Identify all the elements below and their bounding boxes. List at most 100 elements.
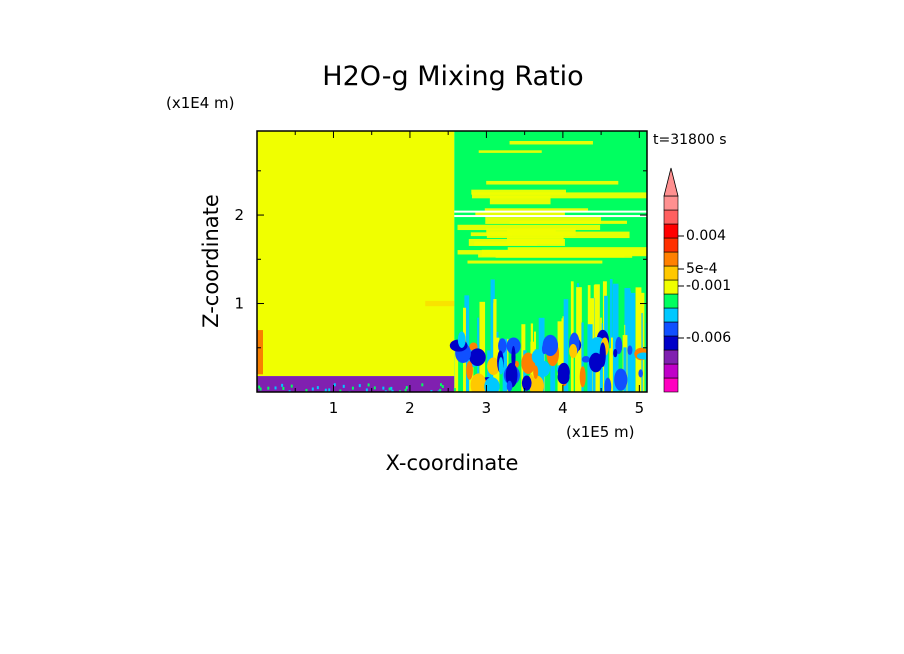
- texture-speckle: [305, 388, 308, 392]
- texture-streak: [484, 208, 589, 212]
- x-tick-label: 5: [635, 399, 645, 417]
- texture-streak: [475, 211, 565, 217]
- texture-blob: [535, 360, 551, 377]
- x-axis-label: X-coordinate: [386, 451, 519, 475]
- plot-frame: [256, 130, 648, 393]
- texture-streak: [478, 150, 542, 153]
- colorbar-swatch: [663, 307, 679, 323]
- texture-blob: [604, 377, 612, 392]
- texture-speckle: [365, 388, 368, 392]
- texture-streak: [489, 195, 551, 205]
- texture-speckle: [342, 384, 345, 388]
- colorbar-label: -0.001: [686, 278, 731, 294]
- texture-blob: [506, 380, 513, 392]
- texture-streak: [474, 241, 538, 246]
- colorbar-swatch: [663, 321, 679, 337]
- texture-blob: [511, 345, 516, 369]
- texture-blob: [627, 345, 633, 355]
- texture-speckle: [405, 386, 408, 390]
- texture-line: [454, 215, 647, 218]
- colorbar-swatch: [663, 251, 679, 267]
- convective-texture: [257, 141, 647, 392]
- texture-blob: [599, 342, 606, 367]
- texture-streak: [486, 180, 619, 185]
- texture-speckle: [421, 383, 424, 387]
- texture-plume: [563, 299, 569, 392]
- colorbar-swatch: [663, 195, 679, 211]
- colorbar: 0.004 5e-4-0.001 -0.006: [663, 167, 731, 393]
- texture-blob: [581, 355, 591, 363]
- texture-speckle: [267, 386, 270, 390]
- texture-speckle: [328, 388, 331, 392]
- texture-plume: [609, 279, 613, 392]
- colorbar-swatch: [663, 377, 679, 393]
- x-tick-label: 4: [558, 399, 568, 417]
- texture-plume: [635, 287, 642, 392]
- texture-speckle: [288, 390, 291, 392]
- texture-streak: [507, 247, 647, 256]
- colorbar-swatch: [663, 363, 679, 379]
- colorbar-swatch: [663, 265, 679, 281]
- colorbar-label: 5e-4: [686, 261, 718, 277]
- colorbar-label: 0.004: [686, 228, 726, 244]
- texture-blob: [531, 349, 544, 364]
- texture-plume: [578, 345, 583, 392]
- colorbar-swatch: [663, 237, 679, 253]
- texture-speckle: [339, 389, 342, 392]
- texture-speckle: [388, 387, 391, 391]
- texture-plume: [575, 355, 581, 392]
- texture-blob: [506, 337, 521, 355]
- texture-plume: [557, 321, 564, 392]
- y-ticks: 12: [234, 170, 647, 349]
- colorbar-swatch: [663, 209, 679, 225]
- texture-plume: [479, 301, 486, 392]
- texture-speckle: [441, 385, 444, 389]
- texture-blob: [498, 338, 507, 354]
- plot-area: [257, 131, 647, 392]
- texture-streak: [457, 224, 601, 231]
- texture-blob: [498, 357, 504, 375]
- texture-streak: [509, 141, 593, 145]
- texture-blob: [638, 369, 643, 378]
- texture-speckle: [382, 386, 385, 390]
- texture-blob: [541, 343, 547, 355]
- texture-speckle: [316, 386, 319, 390]
- texture-plume: [454, 346, 459, 392]
- texture-speckle: [430, 389, 433, 392]
- texture-plume: [609, 348, 616, 392]
- texture-speckle: [274, 386, 277, 390]
- texture-blob: [569, 344, 578, 359]
- texture-speckle: [358, 384, 361, 388]
- texture-speckle: [437, 390, 440, 392]
- texture-plume: [612, 322, 619, 392]
- texture-blob: [457, 331, 466, 348]
- texture-blob: [470, 373, 487, 392]
- texture-speckle: [390, 386, 393, 390]
- texture-speckle: [399, 390, 402, 392]
- texture-blob: [615, 336, 623, 355]
- texture-blob: [557, 369, 570, 385]
- colorbar-label: -0.006: [686, 330, 731, 346]
- x-ticks: 1 2 3 4 5: [294, 131, 645, 417]
- texture-plume: [627, 291, 631, 392]
- colorbar-swatch: [663, 279, 679, 295]
- colorbar-swatch: [663, 293, 679, 309]
- texture-blob: [579, 366, 586, 388]
- region-surface-band: [257, 376, 455, 392]
- texture-blob: [614, 368, 628, 391]
- texture-plume: [552, 346, 556, 392]
- texture-plume: [630, 292, 636, 392]
- texture-streak: [471, 192, 647, 199]
- texture-speckle: [259, 387, 262, 391]
- chart-title: H2O-g Mixing Ratio: [322, 61, 583, 92]
- texture-speckle: [311, 387, 314, 391]
- texture-streak: [506, 236, 564, 245]
- texture-speckle: [281, 383, 284, 387]
- texture-speckle: [351, 386, 354, 390]
- texture-speckle: [439, 388, 442, 392]
- texture-speckle: [373, 386, 376, 390]
- texture-streak: [470, 232, 513, 237]
- texture-streak: [486, 231, 630, 239]
- texture-streak: [471, 189, 566, 195]
